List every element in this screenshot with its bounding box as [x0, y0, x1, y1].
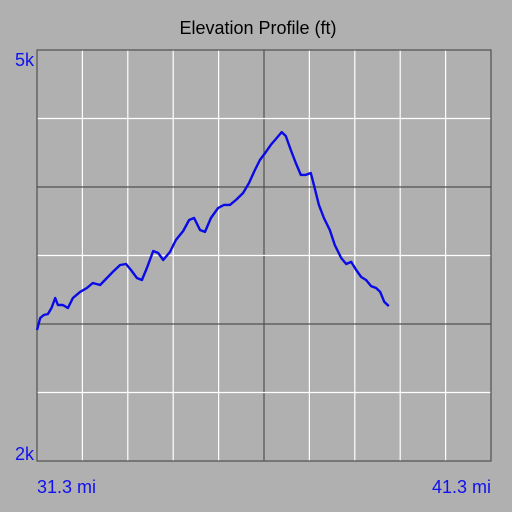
plot-border: [36, 49, 492, 462]
y-tick-label: 5k: [15, 50, 35, 70]
x-tick-label: 31.3 mi: [37, 477, 96, 497]
chart-title: Elevation Profile (ft): [179, 18, 336, 38]
y-tick-label: 2k: [15, 444, 35, 464]
x-tick-label: 41.3 mi: [432, 477, 491, 497]
elevation-line: [35, 130, 390, 331]
